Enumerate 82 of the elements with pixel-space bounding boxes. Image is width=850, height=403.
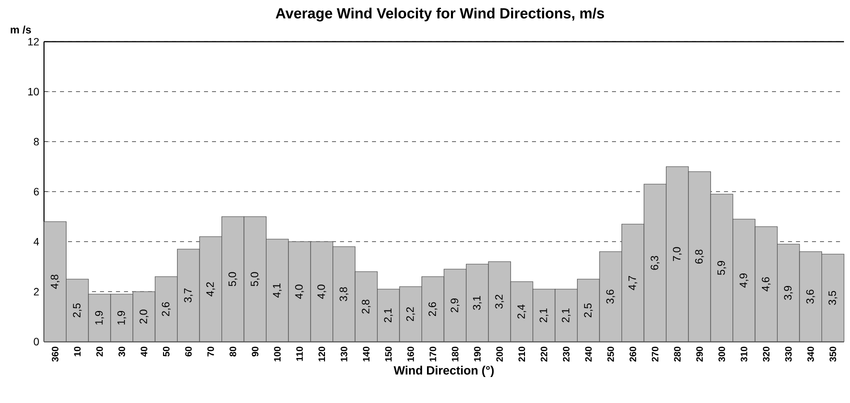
data-label: 2,8 (362, 300, 371, 314)
x-tick-label: 20 (96, 346, 103, 356)
y-axis-title: m /s (10, 26, 31, 34)
data-label: 5,0 (250, 272, 260, 286)
y-tick-label: 8 (34, 138, 39, 146)
y-tick-label: 12 (28, 38, 39, 46)
data-label: 3,6 (806, 290, 816, 304)
data-label: 4,1 (272, 284, 282, 298)
x-tick-label: 240 (585, 346, 592, 362)
data-label: 3,6 (606, 290, 616, 304)
x-tick-label: 120 (318, 346, 326, 362)
data-label: 2,2 (406, 307, 416, 322)
data-label: 2,1 (562, 308, 571, 322)
data-label: 3,8 (340, 287, 348, 302)
chart-title: Average Wind Velocity for Wind Directions, m/s (276, 8, 604, 22)
data-label: 2,9 (450, 298, 460, 312)
x-tick-label: 40 (140, 346, 148, 357)
y-tick-label: 4 (34, 238, 39, 246)
data-label: 5,9 (717, 261, 726, 275)
x-tick-label: 310 (740, 346, 748, 362)
y-tick-label: 6 (34, 188, 39, 196)
data-label: 2,6 (428, 302, 438, 316)
data-label: 6,8 (695, 250, 704, 264)
data-label: 5,0 (228, 272, 238, 286)
data-label: 4,0 (295, 284, 304, 299)
x-tick-label: 300 (718, 346, 726, 362)
data-label: 4,8 (50, 274, 60, 289)
x-tick-label: 250 (607, 346, 614, 362)
x-tick-label: 190 (474, 346, 481, 362)
data-label: 4,2 (206, 282, 216, 296)
data-label: 2,5 (72, 303, 82, 318)
data-label: 3,7 (184, 288, 193, 302)
x-tick-label: 100 (274, 346, 281, 362)
data-label: 2,4 (517, 304, 526, 319)
x-tick-label: 150 (385, 346, 392, 362)
x-axis-title: Wind Direction (°) (394, 366, 494, 377)
data-label: 4,9 (740, 274, 748, 288)
data-label: 3,5 (828, 290, 838, 305)
x-tick-label: 200 (496, 346, 503, 362)
data-label: 4,7 (628, 276, 638, 290)
data-label: 2,0 (140, 310, 148, 324)
x-tick-label: 60 (185, 346, 192, 356)
data-label: 7,0 (672, 247, 682, 262)
x-tick-label: 280 (674, 346, 681, 362)
x-tick-label: 160 (407, 346, 414, 362)
x-tick-label: 130 (340, 346, 348, 362)
data-label: 4,0 (317, 284, 326, 299)
data-label: 4,6 (762, 277, 771, 292)
x-tick-label: 50 (162, 346, 170, 356)
data-label: 3,1 (472, 296, 482, 310)
data-label: 2,1 (384, 308, 393, 322)
x-tick-label: 330 (785, 346, 792, 362)
x-tick-label: 80 (230, 346, 236, 356)
y-tick-label: 2 (34, 288, 39, 296)
x-tick-label: 30 (118, 346, 126, 357)
data-label: 3,9 (784, 286, 793, 300)
data-label: 6,3 (650, 256, 660, 270)
data-label: 1,9 (95, 311, 104, 325)
x-tick-label: 260 (630, 346, 636, 362)
x-tick-label: 270 (652, 346, 658, 362)
data-label: 2,1 (540, 308, 548, 322)
x-tick-label: 340 (807, 346, 814, 362)
x-tick-label: 230 (562, 346, 570, 362)
x-tick-label: 70 (207, 346, 214, 356)
x-tick-label: 10 (74, 346, 81, 356)
data-label: 3,2 (495, 294, 504, 309)
x-tick-label: 360 (52, 346, 58, 362)
data-label: 2,6 (162, 302, 171, 316)
x-tick-label: 220 (540, 346, 548, 362)
y-tick-label: 10 (28, 88, 39, 96)
x-tick-label: 350 (830, 346, 836, 362)
x-tick-label: 180 (452, 346, 458, 362)
x-tick-label: 110 (296, 346, 303, 361)
x-tick-label: 320 (762, 346, 770, 362)
x-tick-label: 290 (696, 346, 703, 362)
x-tick-label: 170 (430, 346, 436, 362)
x-tick-label: 140 (362, 346, 370, 362)
data-label: 2,5 (584, 303, 593, 318)
x-tick-label: 210 (518, 346, 526, 362)
y-tick-label: 0 (34, 338, 39, 346)
x-tick-label: 90 (252, 346, 258, 356)
data-label: 1,9 (117, 311, 126, 325)
